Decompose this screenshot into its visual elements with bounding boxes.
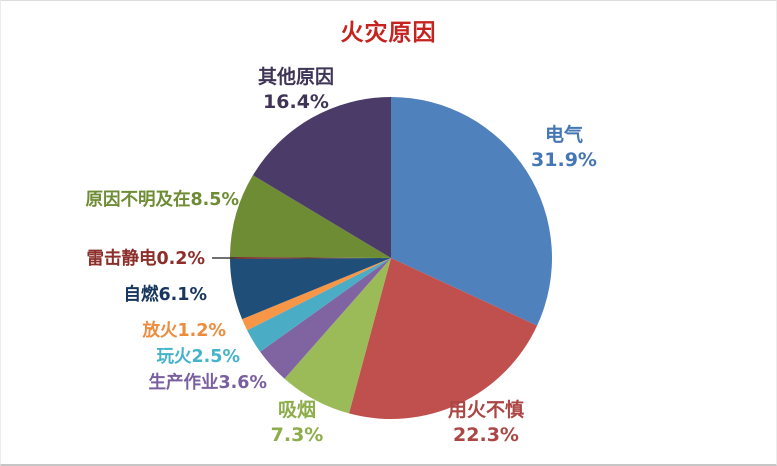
pie-slice-spontaneous-combustion [230,258,391,320]
pie-label-name: 自燃 [123,285,159,305]
pie-label-pct: 1.2% [177,321,226,341]
pie-slice-careless-fire-use [349,258,538,420]
pie-label-pct: 22.3% [453,424,519,447]
pie-label-name: 雷击静电 [86,249,157,269]
pie-slice-production-work [260,258,391,379]
pie-slice-electrical [391,97,552,326]
pie-label-name: 生产作业 [148,373,219,393]
pie-label-careless-fire-use: 用火不慎 22.3% [421,398,551,448]
pie-label-pct: 2.5% [191,347,240,367]
pie-label-electrical: 电气 31.9% [499,123,629,173]
pie-label-spontaneous-combustion: 自燃6.1% [123,284,207,307]
pie-label-pct: 7.3% [270,424,324,447]
pie-slice-unknown-investigating [230,175,391,258]
pie-label-name: 用火不慎 [447,399,524,421]
pie-slice-arson [242,258,391,331]
pie-label-smoking: 吸烟 7.3% [232,398,362,448]
pie-label-lightning-static: 雷击静电0.2% [86,248,205,271]
pie-label-name: 玩火 [156,347,192,367]
pie-slice-playing-with-fire [247,258,391,352]
pie-label-pct: 16.4% [263,91,329,114]
pie-label-playing-with-fire: 玩火2.5% [156,346,240,369]
pie-label-pct: 31.9% [531,149,597,172]
pie-label-production-work: 生产作业3.6% [148,372,267,395]
pie-label-name: 吸烟 [277,399,316,421]
pie-slice-other-causes [252,97,391,258]
pie-label-name: 电气 [544,124,583,146]
pie-label-name: 原因不明及在 [85,190,191,210]
pie-label-pct: 0.2% [156,249,205,269]
pie-slice-lightning-static [229,256,391,260]
pie-label-pct: 8.5% [190,190,239,210]
pie-label-name: 其他原因 [257,66,334,88]
pie-label-name: 放火 [142,321,178,341]
pie-slice-smoking [284,258,391,414]
pie-label-other-causes: 其他原因 16.4% [231,65,361,115]
pie-label-arson: 放火1.2% [142,320,226,343]
pie-label-pct: 6.1% [158,285,207,305]
pie-label-unknown-investigating: 原因不明及在8.5% [85,189,239,212]
chart-title: 火灾原因 [340,20,437,46]
pie-label-pct: 3.6% [218,373,267,393]
